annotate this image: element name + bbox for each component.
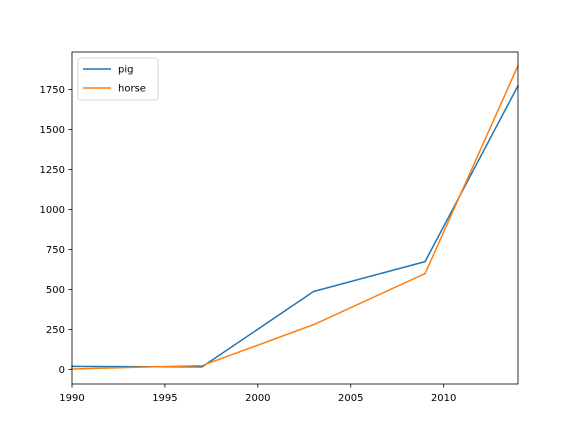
y-tick-label: 1750	[40, 85, 65, 96]
series-line-pig	[71, 84, 520, 368]
y-tick-label: 1250	[40, 165, 65, 176]
y-tick-label: 1500	[40, 125, 65, 136]
y-tick-label: 500	[46, 285, 65, 296]
legend-label-horse: horse	[118, 84, 146, 95]
x-tick-label: 2000	[245, 393, 270, 404]
y-axis: 0 250 500 750 1000 1250 1500 1750	[40, 85, 72, 376]
y-tick-label: 1000	[40, 205, 65, 216]
y-tick-label: 250	[46, 325, 65, 336]
plot-frame	[71, 51, 519, 385]
series-layer	[71, 64, 520, 370]
x-tick-label: 2010	[431, 393, 456, 404]
x-tick-label: 1995	[152, 393, 177, 404]
y-tick-label: 0	[59, 365, 65, 376]
x-tick-label: 2005	[338, 393, 363, 404]
x-axis: 1990 1995 2000 2005 2010	[59, 384, 456, 404]
x-tick-label: 1990	[59, 393, 84, 404]
legend: pig horse	[77, 57, 159, 101]
legend-label-pig: pig	[118, 65, 133, 76]
series-line-horse	[71, 64, 519, 370]
y-tick-label: 750	[46, 245, 65, 256]
